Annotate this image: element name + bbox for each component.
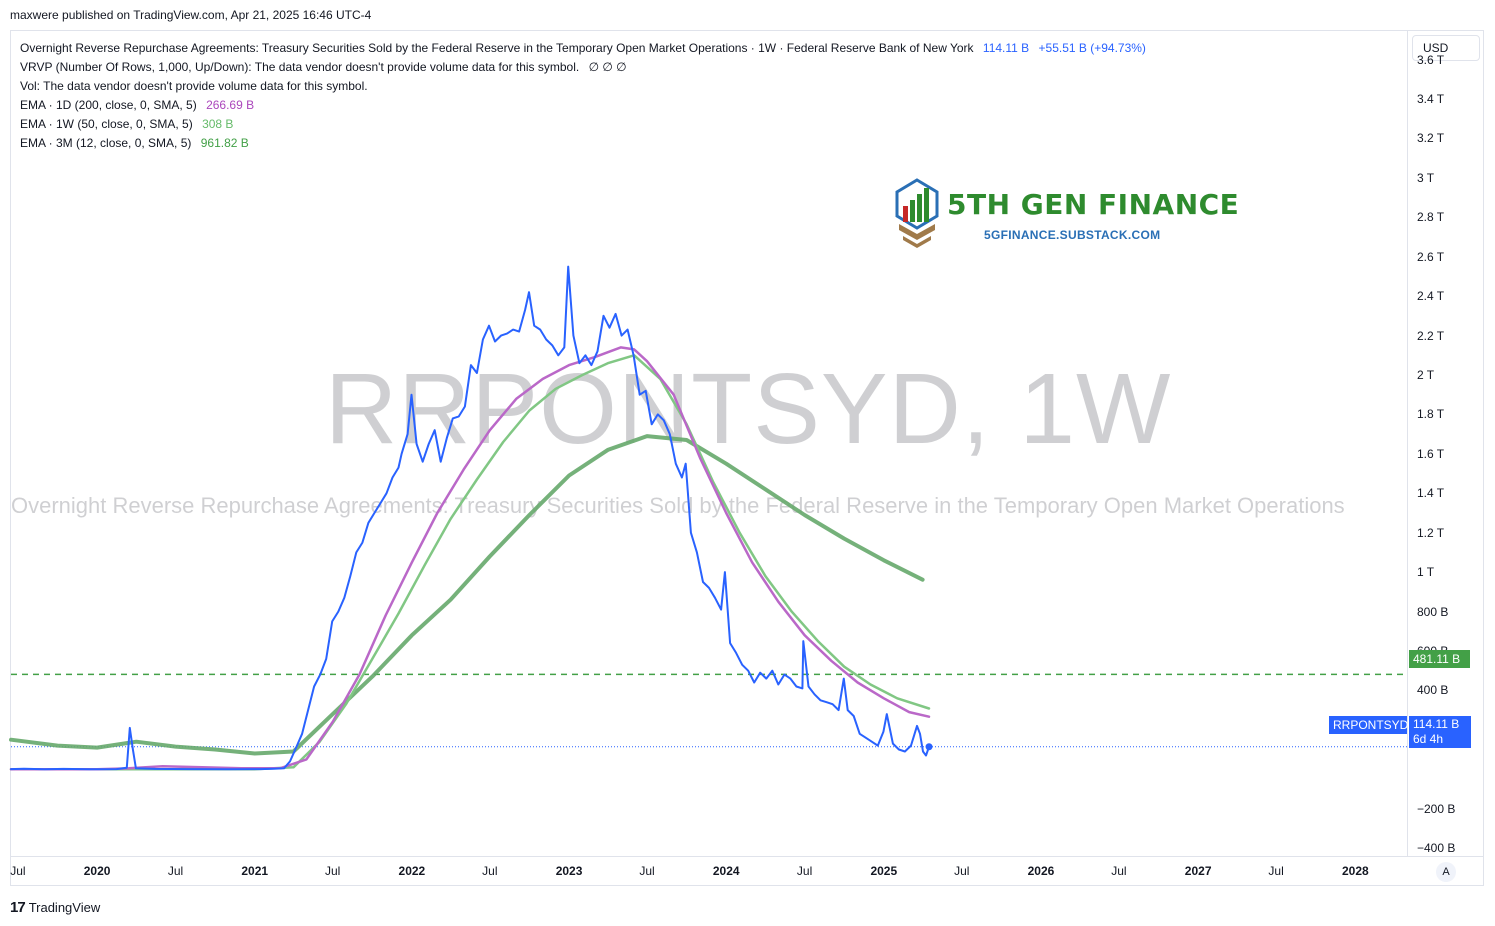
last-price-badge: 114.11 B 6d 4h xyxy=(1409,716,1471,748)
y-tick-label: 400 B xyxy=(1417,683,1449,698)
tradingview-logo[interactable]: 17 TradingView xyxy=(10,899,100,916)
x-tick-label: Jul xyxy=(167,864,184,878)
x-tick-label: 2024 xyxy=(712,864,740,878)
legend-ema3-row[interactable]: EMA · 3M (12, close, 0, SMA, 5) 961.82 B xyxy=(20,134,1146,153)
legend-vrvp-values: ∅ ∅ ∅ xyxy=(588,60,627,74)
legend-main-row[interactable]: Overnight Reverse Repurchase Agreements:… xyxy=(20,39,1146,58)
legend-ema2-row[interactable]: EMA · 1W (50, close, 0, SMA, 5) 308 B xyxy=(20,115,1146,134)
legend-ema2-value: 308 B xyxy=(202,117,234,131)
x-tick-label: 2022 xyxy=(398,864,426,878)
brand-emblem-icon xyxy=(895,178,939,248)
y-tick-label: −400 B xyxy=(1417,841,1456,856)
tradingview-text: TradingView xyxy=(28,900,101,915)
y-tick-label: 1.2 T xyxy=(1417,525,1445,540)
x-tick-label: 2028 xyxy=(1341,864,1369,878)
price-scale-divider xyxy=(1407,30,1408,856)
currency-button[interactable]: USD xyxy=(1412,35,1480,61)
x-tick-label: 2026 xyxy=(1027,864,1055,878)
tradingview-mark-icon: 17 xyxy=(10,899,26,916)
time-scale-divider xyxy=(10,856,1484,857)
series-line-rrpontsyd xyxy=(10,265,930,771)
hline-value-badge: 481.11 B xyxy=(1409,650,1470,668)
y-tick-label: 2.2 T xyxy=(1417,328,1445,343)
legend-ema2-title: EMA · 1W (50, close, 0, SMA, 5) xyxy=(20,117,193,131)
legend-main-value: 114.11 B xyxy=(982,41,1030,55)
chart-frame xyxy=(10,30,1484,886)
y-tick-label: 3.6 T xyxy=(1417,52,1445,67)
symbol-badge: RRPONTSYD xyxy=(1329,716,1408,734)
x-tick-label: Jul xyxy=(1268,864,1284,878)
legend-vol-row[interactable]: Vol: The data vendor doesn't provide vol… xyxy=(20,77,1146,96)
legend-ema3-title: EMA · 3M (12, close, 0, SMA, 5) xyxy=(20,136,192,150)
y-tick-label: 1.4 T xyxy=(1417,486,1445,501)
x-tick-label: 2021 xyxy=(241,864,269,878)
y-tick-label: −200 B xyxy=(1417,801,1456,816)
series-line-ema-1w xyxy=(9,354,931,771)
last-point-marker xyxy=(925,743,933,751)
legend-main-change: +55.51 B (+94.73%) xyxy=(1038,41,1146,55)
y-tick-label: 2.8 T xyxy=(1417,210,1445,225)
x-tick-label: Jul xyxy=(10,864,26,878)
legend-vrvp-title: VRVP (Number Of Rows, 1,000, Up/Down): T… xyxy=(20,60,580,74)
x-tick-label: 2020 xyxy=(83,864,111,878)
y-tick-label: 2.6 T xyxy=(1417,249,1445,264)
description-watermark: Overnight Reverse Repurchase Agreements:… xyxy=(11,493,1345,518)
x-tick-label: Jul xyxy=(482,864,498,878)
y-tick-label: 2.4 T xyxy=(1417,289,1445,304)
y-tick-label: 1 T xyxy=(1417,565,1435,580)
legend-ema1-title: EMA · 1D (200, close, 0, SMA, 5) xyxy=(20,98,197,112)
x-tick-label: 2023 xyxy=(555,864,583,878)
legend-ema1-value: 266.69 B xyxy=(206,98,255,112)
y-tick-label: 800 B xyxy=(1417,604,1449,619)
chart-legend: Overnight Reverse Repurchase Agreements:… xyxy=(20,39,1146,153)
y-tick-label: 3.2 T xyxy=(1417,131,1445,146)
brand-url: 5GFINANCE.SUBSTACK.COM xyxy=(984,228,1161,242)
last-price-value: 114.11 B xyxy=(1413,717,1460,731)
legend-vol-title: Vol: The data vendor doesn't provide vol… xyxy=(20,79,368,93)
brand-name: 5TH GEN FINANCE xyxy=(947,188,1240,221)
x-tick-label: 2027 xyxy=(1184,864,1212,878)
x-tick-label: Jul xyxy=(1111,864,1127,878)
publisher-caption: maxwere published on TradingView.com, Ap… xyxy=(10,8,372,22)
x-tick-label: Jul xyxy=(796,864,813,878)
auto-scale-button[interactable]: A xyxy=(1436,862,1456,882)
symbol-watermark: RRPONTSYD, 1W xyxy=(325,353,1172,465)
y-tick-label: 2 T xyxy=(1417,367,1435,382)
legend-ema1-row[interactable]: EMA · 1D (200, close, 0, SMA, 5) 266.69 … xyxy=(20,96,1146,115)
x-tick-label: Jul xyxy=(954,864,970,878)
y-tick-label: 3 T xyxy=(1417,170,1435,185)
legend-ema3-value: 961.82 B xyxy=(200,136,249,150)
brand-logo: 5TH GEN FINANCE 5GFINANCE.SUBSTACK.COM xyxy=(893,176,1243,248)
bar-countdown: 6d 4h xyxy=(1413,732,1444,746)
x-tick-label: Jul xyxy=(324,864,341,878)
y-tick-label: 1.8 T xyxy=(1417,407,1445,422)
x-tick-label: Jul xyxy=(639,864,655,878)
x-tick-label: 2025 xyxy=(870,864,898,878)
series-line-ema-1d xyxy=(9,346,931,771)
y-tick-label: 1.6 T xyxy=(1417,446,1445,461)
y-tick-label: 3.4 T xyxy=(1417,91,1445,106)
legend-vrvp-row[interactable]: VRVP (Number Of Rows, 1,000, Up/Down): T… xyxy=(20,58,1146,77)
series-line-ema-3m xyxy=(9,434,925,756)
legend-main-title: Overnight Reverse Repurchase Agreements:… xyxy=(20,41,974,55)
